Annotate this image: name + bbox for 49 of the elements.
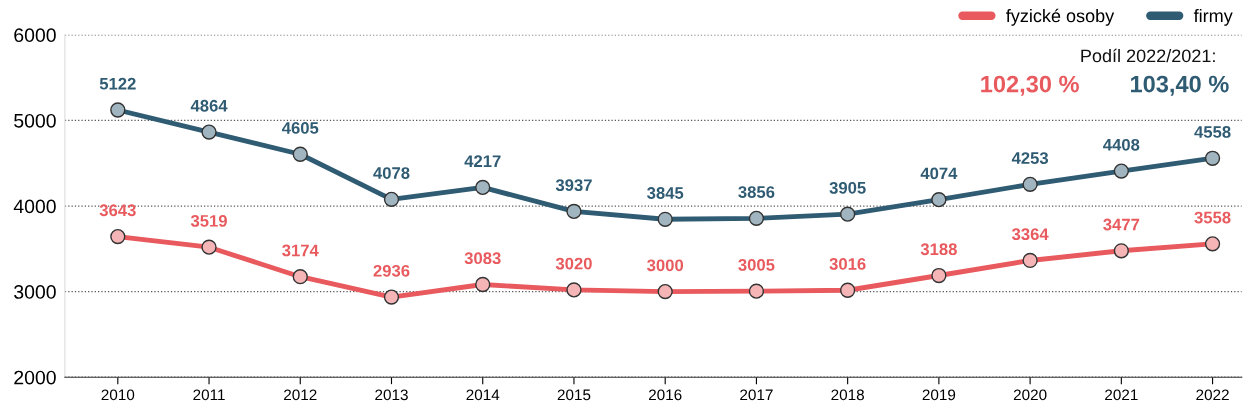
data-label: 3937 xyxy=(555,179,592,192)
data-label: 3856 xyxy=(738,186,775,198)
x-tick-label: 2017 xyxy=(740,389,773,401)
y-tick-label: 4000 xyxy=(13,199,56,214)
data-label: 3020 xyxy=(555,257,592,270)
x-tick-label: 2016 xyxy=(648,389,682,401)
data-label: 3364 xyxy=(1011,228,1049,241)
x-tick-label: 2020 xyxy=(1013,389,1047,401)
x-tick-label: 2018 xyxy=(831,389,864,401)
x-tick-label: 2012 xyxy=(284,389,317,401)
data-label: 4605 xyxy=(281,122,319,134)
annotation: Podíl 2022/2021: xyxy=(1081,48,1215,63)
x-tick-label: 2014 xyxy=(466,389,500,401)
data-label: 4217 xyxy=(464,155,501,167)
data-label: 4408 xyxy=(1103,138,1140,151)
x-tick-label: 2010 xyxy=(101,389,135,401)
annotation: 103,40 % xyxy=(1131,75,1229,96)
data-label: 3643 xyxy=(99,204,136,217)
x-tick-label: 2015 xyxy=(557,389,591,401)
x-tick-label: 2011 xyxy=(193,389,225,401)
legend-label: firmy xyxy=(1193,8,1233,26)
data-label: 3905 xyxy=(829,181,866,194)
legend-label: fyzické osoby xyxy=(1006,8,1115,26)
x-tick-label: 2022 xyxy=(1196,389,1229,401)
data-label: 4558 xyxy=(1194,126,1231,138)
data-label: 3083 xyxy=(464,252,501,265)
annotation: 102,30 % xyxy=(981,75,1079,96)
data-label: 3845 xyxy=(647,187,684,199)
y-tick-label: 5000 xyxy=(14,113,56,128)
data-label: 4864 xyxy=(190,99,228,112)
data-label: 4253 xyxy=(1011,152,1049,164)
data-label: 3519 xyxy=(190,214,227,227)
x-tick-label: 2013 xyxy=(375,389,408,401)
x-tick-label: 2019 xyxy=(922,389,956,401)
data-label: 3188 xyxy=(920,243,957,256)
data-label: 2936 xyxy=(373,264,410,277)
data-label: 3174 xyxy=(282,244,319,257)
data-label: 5122 xyxy=(99,77,136,90)
y-tick-label: 2000 xyxy=(14,370,56,385)
y-tick-label: 3000 xyxy=(14,285,56,299)
data-label: 3005 xyxy=(738,258,775,271)
data-label: 4078 xyxy=(373,167,410,179)
data-label: 3000 xyxy=(647,259,684,272)
x-tick-label: 2021 xyxy=(1105,389,1138,401)
data-label: 3558 xyxy=(1194,211,1231,224)
data-label: 4074 xyxy=(920,167,958,180)
y-tick-label: 6000 xyxy=(14,28,56,43)
data-label: 3016 xyxy=(829,258,866,270)
data-label: 3477 xyxy=(1103,218,1140,231)
